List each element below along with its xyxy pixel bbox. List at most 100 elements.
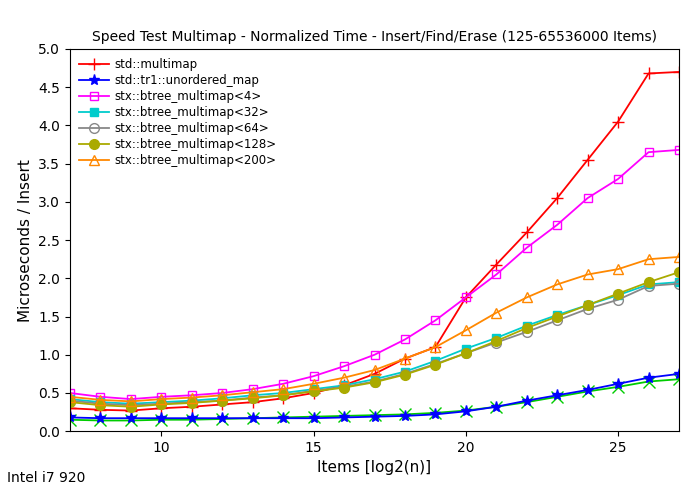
stx::btree_multimap<200> xyxy=(400,356,409,362)
stx::btree_multimap<64> xyxy=(309,388,318,393)
std::tr1::unordered_map xyxy=(644,375,652,381)
stx::btree_multimap<64> xyxy=(522,329,531,335)
Line: std::multimap: std::multimap xyxy=(64,66,685,416)
std::tr1::unordered_map xyxy=(522,398,531,404)
Title: Speed Test Multimap - Normalized Time - Insert/Find/Erase (125-65536000 Items): Speed Test Multimap - Normalized Time - … xyxy=(92,30,657,44)
stx::btree_multimap<32> xyxy=(157,399,165,405)
stx::btree_multimap<128> xyxy=(157,401,165,407)
stx::btree_multimap<4> xyxy=(279,381,288,387)
std::tr1::unordered_map xyxy=(157,415,165,421)
std::tr1::unordered_map xyxy=(431,412,440,417)
stx::btree_multimap<200> xyxy=(188,394,196,400)
Line: std::tr1::unordered_map: std::tr1::unordered_map xyxy=(64,368,685,424)
stx::btree_multimap<32> xyxy=(96,399,105,405)
stx::btree_multimap<64> xyxy=(553,318,561,323)
std::multimap xyxy=(584,157,592,163)
stx::btree_multimap<128> xyxy=(400,372,409,378)
std::tr1::unordered_map xyxy=(127,415,135,421)
X-axis label: Items [log2(n)]: Items [log2(n)] xyxy=(317,461,432,475)
stx::btree_multimap<64> xyxy=(462,350,470,356)
stx::btree_multimap<4> xyxy=(157,394,165,400)
std::tr1::unordered_map xyxy=(614,381,622,387)
stx::btree_multimap<4> xyxy=(675,147,683,153)
stx::btree_multimap<200> xyxy=(584,271,592,277)
stx::btree_multimap<64> xyxy=(644,283,652,289)
stx::btree_multimap<128> xyxy=(644,279,652,285)
stx::btree_multimap<32> xyxy=(492,335,500,341)
stx::btree_multimap<4> xyxy=(188,392,196,398)
std::multimap xyxy=(188,404,196,410)
stx::btree_multimap<200> xyxy=(522,294,531,300)
stx::btree_multimap<200> xyxy=(492,310,500,316)
std::multimap xyxy=(400,356,409,362)
stx::btree_multimap<32> xyxy=(127,401,135,407)
stx::btree_multimap<128> xyxy=(188,400,196,406)
stx::btree_multimap<64> xyxy=(96,401,105,407)
stx::btree_multimap<32> xyxy=(188,398,196,404)
stx::btree_multimap<200> xyxy=(66,394,74,400)
std::multimap xyxy=(96,407,105,413)
std::multimap xyxy=(522,229,531,235)
std::tr1::unordered_map xyxy=(584,387,592,393)
Y-axis label: Microseconds / Insert: Microseconds / Insert xyxy=(18,159,33,321)
stx::btree_multimap<128> xyxy=(492,338,500,344)
std::tr1::unordered_map xyxy=(492,404,500,410)
stx::btree_multimap<4> xyxy=(400,337,409,343)
std::multimap xyxy=(431,344,440,350)
Line: stx::btree_multimap<32>: stx::btree_multimap<32> xyxy=(66,278,683,408)
stx::btree_multimap<128> xyxy=(340,385,349,391)
std::tr1::unordered_map xyxy=(400,413,409,419)
stx::btree_multimap<200> xyxy=(370,367,379,373)
stx::btree_multimap<64> xyxy=(431,361,440,367)
stx::btree_multimap<200> xyxy=(309,381,318,387)
stx::btree_multimap<64> xyxy=(340,384,349,390)
Text: Intel i7 920: Intel i7 920 xyxy=(7,471,85,485)
stx::btree_multimap<4> xyxy=(584,195,592,201)
stx::btree_multimap<4> xyxy=(66,390,74,396)
stx::btree_multimap<4> xyxy=(492,271,500,277)
stx::btree_multimap<200> xyxy=(340,375,349,381)
stx::btree_multimap<32> xyxy=(279,390,288,396)
stx::btree_multimap<4> xyxy=(370,352,379,358)
std::tr1::unordered_map xyxy=(675,371,683,377)
stx::btree_multimap<200> xyxy=(157,396,165,402)
stx::btree_multimap<128> xyxy=(66,399,74,405)
std::multimap xyxy=(553,195,561,201)
stx::btree_multimap<64> xyxy=(614,297,622,303)
stx::btree_multimap<64> xyxy=(66,398,74,404)
stx::btree_multimap<64> xyxy=(370,379,379,385)
std::tr1::unordered_map xyxy=(553,392,561,398)
std::multimap xyxy=(340,382,349,388)
std::multimap xyxy=(492,262,500,268)
std::multimap xyxy=(644,71,652,76)
stx::btree_multimap<128> xyxy=(218,398,227,404)
std::tr1::unordered_map xyxy=(218,415,227,421)
stx::btree_multimap<200> xyxy=(431,344,440,350)
Line: stx::btree_multimap<200>: stx::btree_multimap<200> xyxy=(65,252,684,406)
stx::btree_multimap<200> xyxy=(644,256,652,262)
stx::btree_multimap<200> xyxy=(218,392,227,398)
std::tr1::unordered_map xyxy=(66,415,74,420)
stx::btree_multimap<200> xyxy=(127,398,135,404)
std::multimap xyxy=(675,69,683,75)
stx::btree_multimap<64> xyxy=(279,392,288,398)
Line: stx::btree_multimap<4>: stx::btree_multimap<4> xyxy=(66,146,683,403)
stx::btree_multimap<128> xyxy=(522,325,531,331)
std::multimap xyxy=(127,408,135,414)
stx::btree_multimap<32> xyxy=(431,358,440,364)
Legend: std::multimap, std::tr1::unordered_map, stx::btree_multimap<4>, stx::btree_multi: std::multimap, std::tr1::unordered_map, … xyxy=(76,55,281,171)
stx::btree_multimap<64> xyxy=(188,399,196,405)
std::tr1::unordered_map xyxy=(248,415,257,421)
std::multimap xyxy=(279,395,288,401)
stx::btree_multimap<4> xyxy=(218,390,227,396)
stx::btree_multimap<4> xyxy=(127,396,135,402)
stx::btree_multimap<200> xyxy=(248,389,257,395)
stx::btree_multimap<64> xyxy=(584,306,592,312)
stx::btree_multimap<4> xyxy=(462,294,470,300)
stx::btree_multimap<32> xyxy=(553,312,561,318)
std::multimap xyxy=(248,399,257,405)
Line: stx::btree_multimap<128>: stx::btree_multimap<128> xyxy=(65,268,684,412)
stx::btree_multimap<32> xyxy=(644,281,652,287)
std::multimap xyxy=(614,119,622,124)
stx::btree_multimap<128> xyxy=(431,362,440,368)
